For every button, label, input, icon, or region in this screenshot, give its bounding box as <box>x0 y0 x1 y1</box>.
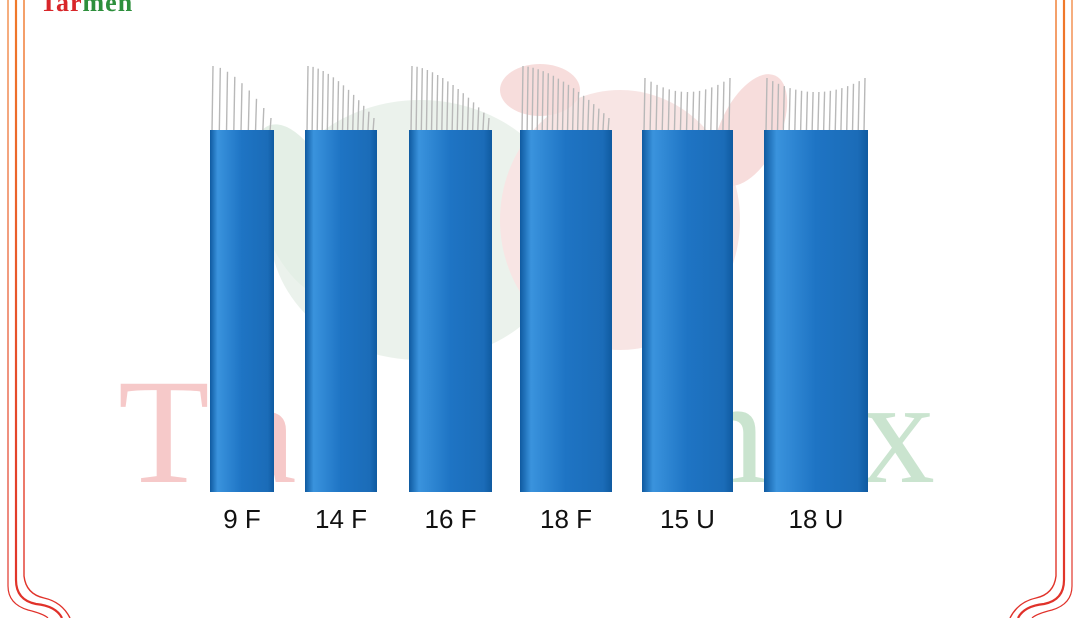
blade-body <box>642 130 733 492</box>
blade-body <box>409 130 492 492</box>
blade-label: 18 F <box>539 504 593 534</box>
blade-body <box>520 130 612 492</box>
blade-4 <box>520 65 612 492</box>
blade-5 <box>642 77 733 492</box>
blade-pins <box>521 65 610 133</box>
brand-logo-part2: men <box>82 0 134 17</box>
blade-body <box>210 130 274 492</box>
brand-logo: Tarmen <box>40 0 133 18</box>
blade-pins <box>211 65 272 133</box>
blade-pins <box>306 65 375 133</box>
blade-3 <box>409 65 492 492</box>
blade-2 <box>305 65 377 492</box>
watermark-text: T <box>118 349 210 515</box>
blade-label: 9 F <box>223 504 261 534</box>
blade-1 <box>210 65 274 492</box>
blade-label: 15 U <box>660 504 715 534</box>
blade-body <box>764 130 868 492</box>
blade-6 <box>764 77 868 492</box>
brand-logo-part1: Tar <box>40 0 83 17</box>
blade-label: 14 F <box>314 504 368 534</box>
blade-pins <box>410 65 490 133</box>
blade-pins <box>643 77 731 133</box>
blade-label: 18 U <box>788 504 844 534</box>
blade-label: 16 F <box>424 504 477 534</box>
blade-pins <box>765 77 866 133</box>
svg-text:x: x <box>860 349 935 515</box>
blade-body <box>305 130 377 492</box>
